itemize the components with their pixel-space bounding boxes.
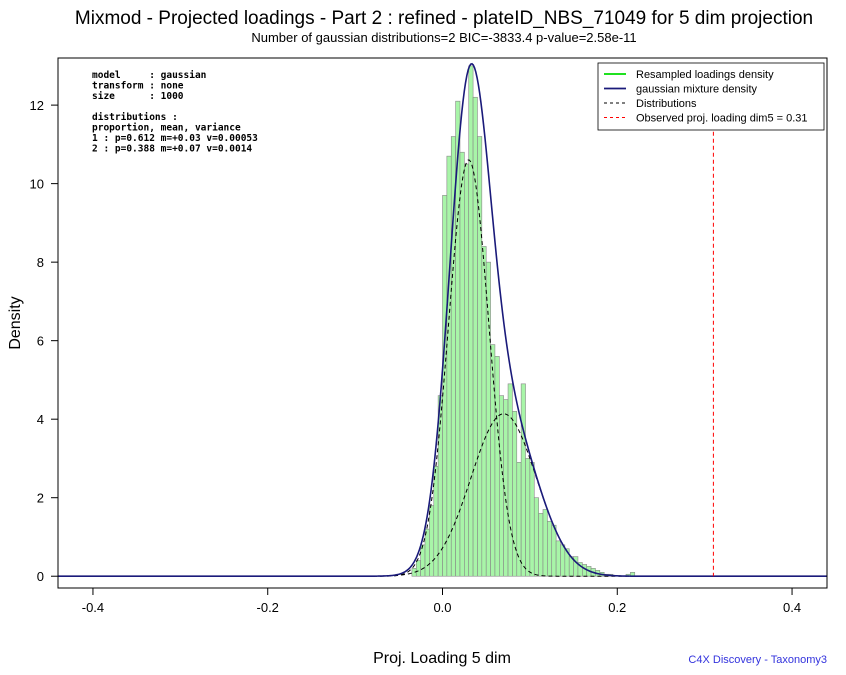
y-tick-label: 8 — [37, 255, 44, 270]
histogram-bar — [555, 540, 561, 577]
x-tick-label: 0.4 — [783, 600, 801, 615]
legend-entry: Distributions — [636, 98, 697, 110]
legend-entry: Observed proj. loading dim5 = 0.31 — [636, 113, 808, 125]
y-tick-label: 12 — [30, 98, 44, 113]
histogram-bar — [560, 544, 566, 577]
histogram-bar — [499, 395, 504, 577]
model-info-line: model : gaussian — [92, 70, 206, 81]
chart-title: Mixmod - Projected loadings - Part 2 : r… — [75, 8, 813, 29]
histogram-bar — [433, 465, 439, 577]
histogram-bar — [512, 411, 518, 577]
histogram-bar — [446, 155, 452, 577]
model-info-line: transform : none — [92, 81, 184, 92]
histogram-bar — [420, 544, 426, 577]
histogram-bar — [529, 462, 535, 577]
x-tick-label: 0.0 — [433, 600, 451, 615]
legend-box — [597, 62, 825, 131]
legend-entry: gaussian mixture density — [636, 84, 758, 96]
model-info-line: 1 : p=0.612 m=+0.03 v=0.00053 — [92, 133, 258, 144]
histogram-bar — [464, 163, 470, 577]
histogram-bar — [472, 96, 478, 577]
histogram-bar — [485, 261, 491, 577]
chart-subtitle: Number of gaussian distributions=2 BIC=-… — [251, 30, 636, 45]
y-axis-ticks: 0 2 4 6 8 10 12 — [30, 98, 58, 584]
histogram-bar — [494, 356, 500, 577]
y-tick-label: 2 — [37, 491, 44, 506]
histogram-bar — [468, 65, 474, 577]
x-tick-label: 0.2 — [608, 600, 626, 615]
histogram-bar — [415, 560, 421, 577]
x-axis-label: Proj. Loading 5 dim — [373, 650, 511, 667]
histogram-bar — [429, 505, 435, 577]
histogram-bar — [533, 497, 539, 577]
credit-text: C4X Discovery - Taxonomy3 — [688, 654, 827, 666]
y-tick-label: 4 — [37, 412, 44, 427]
model-info-line: distributions : — [92, 112, 178, 123]
histogram-bar — [551, 524, 557, 577]
histogram-bar — [516, 462, 522, 577]
legend-entry: Resampled loadings density — [636, 69, 774, 81]
density-curves — [58, 62, 827, 578]
model-info-line: size : 1000 — [92, 91, 184, 102]
histogram-bar — [424, 528, 430, 577]
histogram-bar — [525, 458, 531, 577]
histogram-bar — [459, 151, 465, 577]
x-tick-label: -0.4 — [82, 600, 104, 615]
histogram-bar — [547, 520, 553, 577]
x-tick-label: -0.2 — [257, 600, 279, 615]
histogram-bar — [542, 509, 548, 577]
histogram-bar — [507, 383, 513, 577]
y-tick-label: 10 — [30, 177, 44, 192]
histogram-bars — [411, 65, 636, 577]
histogram-bar — [490, 344, 496, 577]
histogram-bar — [582, 564, 587, 577]
x-axis-ticks: -0.4 -0.2 0.0 0.2 0.4 — [82, 588, 801, 615]
histogram-bar — [481, 246, 487, 577]
histogram-bar — [538, 513, 544, 577]
y-tick-label: 6 — [37, 334, 44, 349]
model-info-line: proportion, mean, variance — [92, 123, 241, 134]
y-axis-label: Density — [7, 296, 24, 349]
legend: Resampled loadings density gaussian mixtu… — [597, 62, 825, 131]
model-info-line: 2 : p=0.388 m=+0.07 v=0.0014 — [92, 144, 252, 155]
mixture-density-curve — [58, 62, 827, 578]
histogram-bar — [520, 383, 526, 577]
y-tick-label: 0 — [37, 569, 44, 584]
